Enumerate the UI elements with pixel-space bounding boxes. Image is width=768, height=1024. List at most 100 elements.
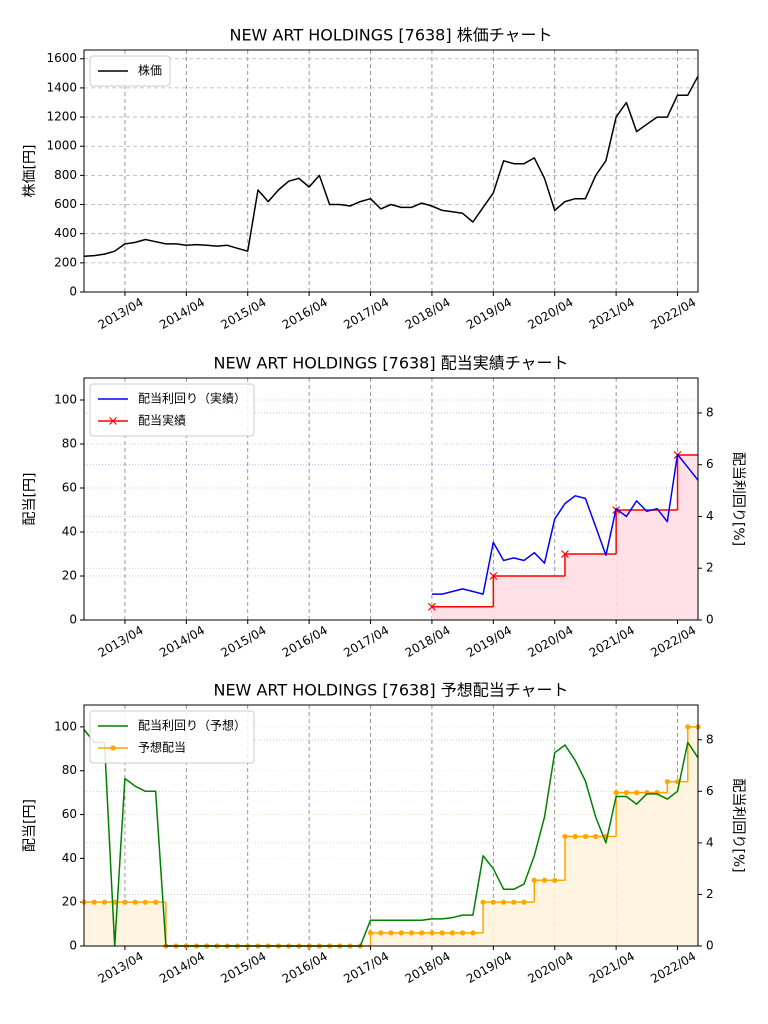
y2-axis-label: 配当利回り[%] — [730, 452, 746, 546]
marker — [531, 877, 537, 883]
step-fill — [401, 932, 412, 946]
legend-box — [89, 710, 255, 764]
step-fill — [462, 932, 473, 946]
y2-tick-label: 2 — [706, 561, 714, 575]
y2-tick-label: 0 — [706, 613, 714, 627]
marker — [398, 930, 404, 936]
marker — [561, 550, 569, 558]
y-tick-label: 0 — [69, 939, 77, 953]
y-axis-label: 配当[円] — [22, 799, 38, 852]
marker — [562, 833, 568, 840]
chart-title: NEW ART HOLDINGS [7638] 予想配当チャート — [213, 681, 568, 700]
step-fill — [595, 836, 606, 946]
step-fill — [94, 902, 105, 946]
step-fill — [677, 781, 688, 946]
step-fill — [605, 836, 617, 946]
marker — [552, 877, 558, 883]
legend-label: 配当利回り（実績） — [138, 391, 246, 406]
marker — [460, 930, 466, 936]
marker — [132, 899, 138, 905]
y-tick-label: 40 — [62, 851, 77, 865]
legend-label: 配当利回り（予想） — [138, 718, 246, 733]
marker — [388, 930, 394, 936]
y2-axis-label: 配当利回り[%] — [730, 778, 746, 872]
series-line — [431, 453, 699, 595]
marker — [582, 833, 589, 840]
y2-tick-label: 2 — [706, 887, 714, 901]
y-tick-label: 100 — [54, 719, 77, 733]
y-tick-label: 200 — [54, 255, 77, 269]
step-fill — [626, 792, 637, 946]
marker — [685, 724, 691, 730]
marker — [470, 930, 476, 936]
step-fill — [513, 902, 525, 946]
marker — [489, 572, 498, 580]
marker — [480, 899, 486, 905]
marker — [153, 899, 159, 905]
y-tick-label: 400 — [54, 226, 77, 240]
y2-tick-label: 4 — [706, 509, 714, 523]
y-tick-label: 0 — [69, 285, 77, 299]
y2-tick-label: 4 — [706, 835, 714, 849]
y-tick-label: 40 — [62, 525, 77, 539]
step-fill — [636, 792, 647, 946]
marker — [101, 899, 108, 905]
step-fill — [687, 726, 698, 946]
step-fill — [421, 932, 432, 946]
y-tick-label: 20 — [62, 569, 77, 583]
step-fill — [124, 902, 136, 946]
step-fill — [554, 880, 565, 946]
marker — [511, 899, 517, 905]
marker — [634, 790, 640, 796]
step-fill — [657, 792, 668, 946]
step-fill — [380, 932, 391, 946]
marker — [122, 899, 128, 905]
step-fill — [616, 792, 627, 946]
y-tick-label: 100 — [54, 393, 77, 407]
legend-marker — [109, 417, 117, 425]
axes-frame — [83, 704, 699, 947]
marker — [429, 930, 435, 936]
step-fill — [104, 902, 115, 946]
step-fill — [442, 932, 453, 946]
step-fill — [483, 902, 494, 946]
legend-label: 配当実績 — [138, 413, 186, 428]
marker — [367, 930, 374, 936]
y-tick-label: 80 — [62, 763, 77, 777]
step-fill — [431, 606, 494, 620]
marker — [408, 930, 415, 936]
step-fill — [564, 554, 617, 620]
y-tick-label: 800 — [54, 168, 77, 182]
marker — [112, 899, 118, 905]
legend: 配当利回り（予想） 予想配当 — [89, 710, 255, 764]
step-fill — [564, 836, 576, 946]
marker — [142, 899, 148, 905]
step-fill — [493, 576, 565, 620]
marker — [439, 930, 445, 936]
marker — [428, 602, 436, 611]
y-tick-label: 0 — [69, 613, 77, 627]
legend-box — [89, 55, 171, 87]
step-fill — [472, 932, 484, 946]
step-fill — [544, 880, 555, 946]
step-fill — [135, 902, 146, 946]
legend-label: 予想配当 — [138, 740, 186, 755]
marker — [419, 930, 425, 936]
chart-title: NEW ART HOLDINGS [7638] 株価チャート — [229, 26, 552, 45]
y-tick-label: 60 — [62, 807, 77, 821]
step-fill — [524, 902, 535, 946]
marker — [541, 877, 548, 883]
series-line — [83, 75, 699, 258]
step-fill — [431, 932, 443, 946]
marker — [664, 779, 670, 785]
legend-label: 株価 — [138, 63, 162, 78]
step-fill — [370, 932, 381, 946]
axes-frame — [83, 49, 699, 293]
marker — [613, 790, 619, 796]
y-axis-label: 配当[円] — [22, 473, 38, 526]
y-tick-label: 1200 — [46, 110, 77, 124]
marker — [521, 899, 527, 905]
y2-tick-label: 8 — [706, 405, 714, 419]
step-fill — [452, 932, 463, 946]
